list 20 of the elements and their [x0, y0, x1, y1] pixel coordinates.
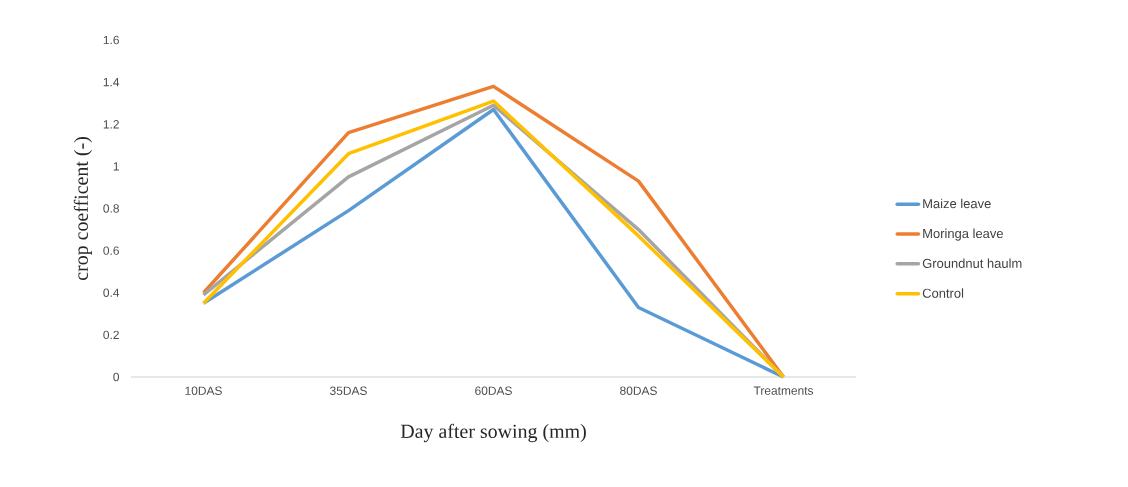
- y-tick-label: 1.6: [103, 35, 119, 45]
- y-tick-label: 0.6: [103, 246, 119, 255]
- y-tick-label: 1: [113, 162, 119, 171]
- x-tick-label: 10DAS: [185, 386, 222, 395]
- y-tick-label: 0.4: [103, 288, 120, 297]
- legend-label: Groundnut haulm: [922, 258, 1022, 268]
- y-tick-label: 0: [113, 372, 120, 382]
- legend-label: Moringa leave: [923, 228, 1003, 241]
- y-tick-label: 0.8: [103, 204, 119, 213]
- y-tick-label: 0.2: [103, 330, 119, 340]
- x-tick-label: Treatments: [753, 386, 814, 395]
- legend-label: Control: [922, 288, 964, 298]
- x-tick-label: 60DAS: [475, 386, 512, 395]
- x-tick-label: 80DAS: [620, 386, 657, 395]
- x-axis-title: Day after sowing (mm): [400, 423, 586, 443]
- x-tick-label: 35DAS: [330, 386, 367, 395]
- y-axis-title: crop coefficent (-): [73, 137, 93, 281]
- y-tick-label: 1.2: [103, 120, 119, 129]
- y-tick-label: 1.4: [103, 78, 120, 87]
- legend-label: Maize leave: [923, 198, 991, 209]
